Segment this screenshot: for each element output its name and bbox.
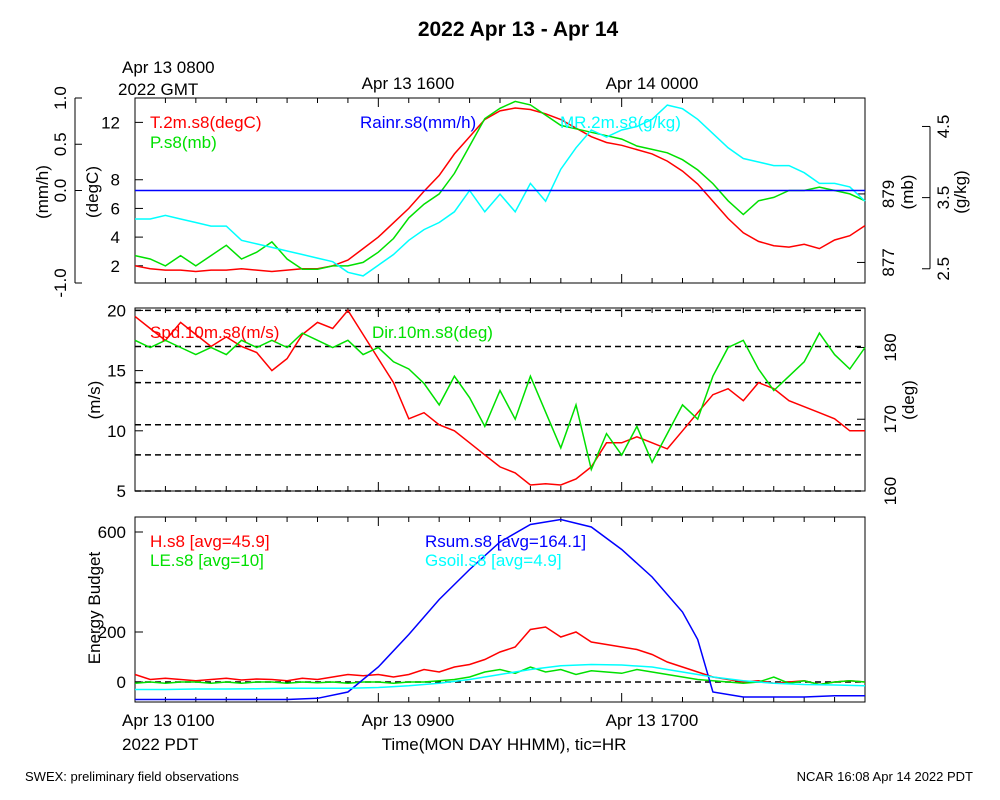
legend-mr-2m-s8-g-kg: MR.2m.s8(g/kg) bbox=[560, 113, 681, 132]
y-tick-label: 2 bbox=[111, 257, 120, 276]
legend-rsum-s8-avg-164-1: Rsum.s8 [avg=164.1] bbox=[425, 532, 586, 551]
bottom-axis-label-mid: Apr 13 0900 bbox=[362, 711, 455, 730]
series-h-s8-avg-45-9 bbox=[134, 626, 866, 686]
y-tick-label: 5 bbox=[117, 482, 126, 501]
bottom-axis-label-start: Apr 13 0100 bbox=[122, 711, 215, 730]
bottom-axis-label-end: Apr 13 1700 bbox=[606, 711, 699, 730]
series-rsum-s8-avg-164-1 bbox=[135, 518, 865, 701]
legend-spd-10m-s8-m-s: Spd.10m.s8(m/s) bbox=[150, 323, 279, 342]
y-tick-label: 2.5 bbox=[934, 257, 953, 281]
top-axis-label-mid: Apr 13 1600 bbox=[362, 74, 455, 93]
legend-le-s8-avg-10: LE.s8 [avg=10] bbox=[150, 551, 264, 570]
series-le-s8-avg-10 bbox=[134, 666, 866, 686]
y-tick-label: 4 bbox=[111, 228, 120, 247]
y-tick-label: 1.0 bbox=[51, 86, 70, 110]
top-axis-label-start: Apr 13 0800 bbox=[122, 58, 215, 77]
y-tick-label: 877 bbox=[879, 248, 898, 276]
middle-dir-axis-label: (deg) bbox=[899, 380, 918, 420]
x-axis-title: Time(MON DAY HHMM), tic=HR bbox=[382, 735, 627, 754]
y-tick-label: 180 bbox=[881, 333, 900, 361]
y-tick-label: 0.5 bbox=[51, 132, 70, 156]
y-tick-label: 0 bbox=[117, 673, 126, 692]
footer-right: NCAR 16:08 Apr 14 2022 PDT bbox=[797, 769, 973, 784]
legend-t-2m-s8-degc: T.2m.s8(degC) bbox=[150, 113, 261, 132]
top-mr-axis-label: (g/kg) bbox=[951, 170, 970, 213]
y-tick-label: 8 bbox=[111, 171, 120, 190]
y-tick-label: 200 bbox=[98, 623, 126, 642]
top-temp-axis-label: (degC) bbox=[83, 166, 102, 218]
y-tick-label: 3.5 bbox=[934, 186, 953, 210]
series-t-2m-s8-degc bbox=[134, 107, 866, 273]
y-tick-label: 20 bbox=[107, 301, 126, 320]
legend-dir-10m-s8-deg: Dir.10m.s8(deg) bbox=[372, 323, 493, 342]
footer-left: SWEX: preliminary field observations bbox=[25, 769, 239, 784]
middle-speed-axis-label: (m/s) bbox=[85, 381, 104, 420]
top-axis-label-end: Apr 14 0000 bbox=[606, 74, 699, 93]
top-panel-plot: 2 4 6 8 12 -1.0 0.0 0.5 1.0 877 879 2.5 3.5 4.5 T.2m.s… bbox=[51, 86, 953, 297]
y-tick-label: 879 bbox=[879, 180, 898, 208]
bottom-panel-plot: 0 200 600 H.s8 [avg=45.9]LE.s8 [avg=10] Rsum… bbox=[98, 517, 866, 702]
y-tick-label: 4.5 bbox=[934, 115, 953, 139]
series-p-s8-mb bbox=[134, 100, 866, 271]
series-dir-10m-s8-deg bbox=[134, 331, 866, 472]
bottom-axis-label-year: 2022 PDT bbox=[122, 735, 199, 754]
middle-panel-plot: 5 10 15 20 160 170 180 Spd.10m.s8(m/s) Dir.10m.s… bbox=[107, 301, 900, 505]
series-spd-10m-s8-m-s bbox=[134, 309, 865, 486]
series-gsoil-s8-avg-4-9 bbox=[135, 663, 866, 691]
y-tick-label: 600 bbox=[98, 523, 126, 542]
bottom-ylabel: Energy Budget bbox=[85, 551, 104, 664]
figure-title: 2022 Apr 13 - Apr 14 bbox=[418, 18, 619, 41]
top-rain-axis-label: (mm/h) bbox=[33, 165, 52, 219]
y-tick-label: 0.0 bbox=[51, 179, 70, 203]
legend-rainr-s8-mm-h: Rainr.s8(mm/h) bbox=[360, 113, 476, 132]
y-tick-label: 170 bbox=[881, 405, 900, 433]
y-tick-label: 160 bbox=[881, 477, 900, 505]
top-pres-axis-label: (mb) bbox=[898, 175, 917, 210]
y-tick-label: 10 bbox=[107, 422, 126, 441]
y-tick-label: 12 bbox=[101, 113, 120, 132]
top-axis-label-year: 2022 GMT bbox=[118, 80, 198, 99]
legend-p-s8-mb: P.s8(mb) bbox=[150, 133, 217, 152]
y-tick-label: 6 bbox=[111, 199, 120, 218]
series-mr-2m-s8-g-kg bbox=[135, 104, 866, 277]
y-tick-label: 15 bbox=[107, 362, 126, 381]
legend-h-s8-avg-45-9: H.s8 [avg=45.9] bbox=[150, 532, 270, 551]
y-tick-label: -1.0 bbox=[51, 268, 70, 297]
legend-gsoil-s8-avg-4-9: Gsoil.s8 [avg=4.9] bbox=[425, 551, 562, 570]
